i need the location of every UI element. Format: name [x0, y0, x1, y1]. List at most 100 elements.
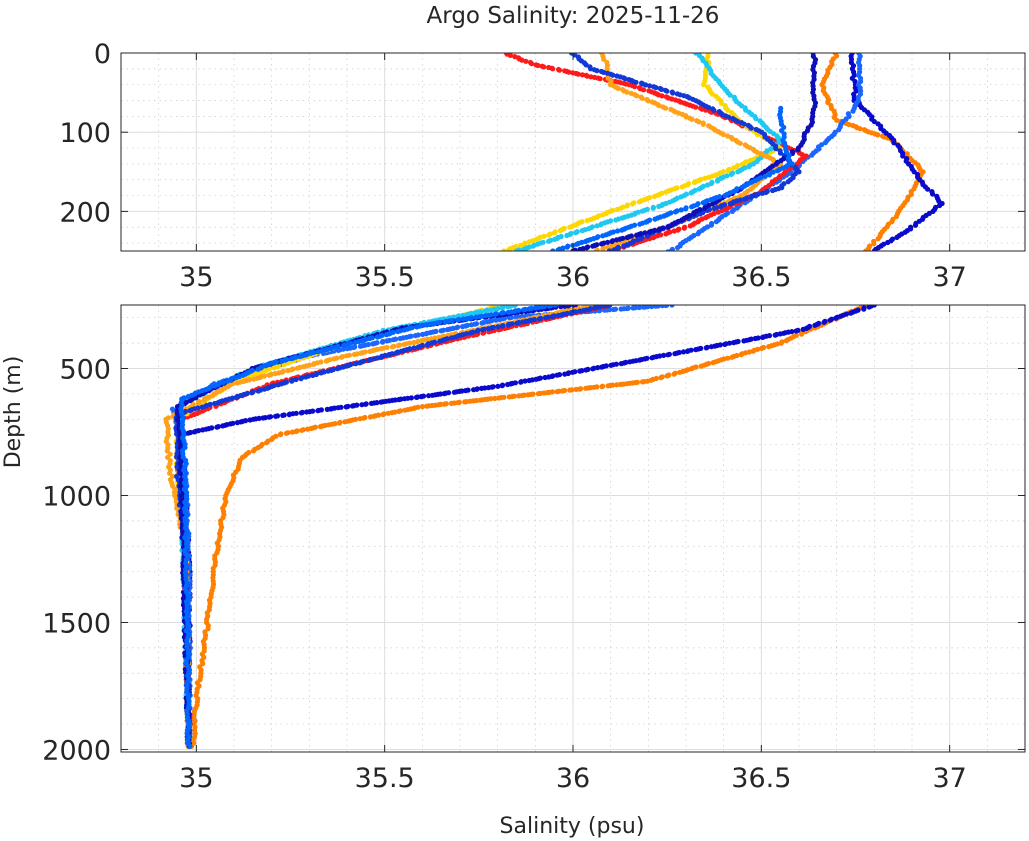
- data-point: [592, 305, 598, 311]
- data-point: [342, 419, 348, 425]
- data-point: [725, 167, 731, 174]
- data-point: [575, 71, 581, 77]
- data-point: [672, 351, 678, 357]
- data-point: [710, 201, 716, 207]
- data-point: [720, 131, 727, 138]
- data-point: [471, 387, 477, 393]
- data-point: [696, 119, 702, 125]
- x-tick-label: 37: [932, 763, 966, 794]
- data-point: [624, 234, 630, 241]
- data-point: [846, 121, 852, 128]
- data-point: [566, 69, 572, 75]
- data-point: [747, 157, 753, 164]
- data-point: [624, 89, 630, 95]
- data-point: [343, 353, 350, 359]
- data-point: [220, 379, 226, 385]
- data-point: [460, 316, 467, 322]
- data-point: [205, 626, 211, 632]
- data-point: [606, 248, 612, 251]
- data-point: [512, 305, 518, 309]
- data-point: [615, 85, 621, 91]
- data-point: [499, 305, 505, 311]
- data-point: [428, 336, 434, 342]
- data-point: [249, 390, 255, 396]
- data-point: [729, 354, 735, 360]
- data-point: [395, 343, 402, 349]
- data-point: [506, 394, 512, 400]
- data-point: [683, 206, 689, 212]
- y-tick-label: 1500: [42, 608, 111, 639]
- data-point: [370, 341, 376, 347]
- data-point: [569, 369, 576, 375]
- data-point: [594, 223, 600, 229]
- data-point: [777, 150, 784, 156]
- data-point: [659, 305, 665, 309]
- data-point: [722, 341, 728, 347]
- data-point: [286, 412, 292, 418]
- data-point: [663, 105, 669, 111]
- data-point: [199, 404, 205, 410]
- data-point: [311, 361, 317, 367]
- y-axis-label: Depth (m): [1, 356, 26, 469]
- data-point: [634, 232, 640, 238]
- data-point: [507, 53, 513, 58]
- data-point: [706, 174, 712, 180]
- data-point: [420, 331, 426, 337]
- data-point: [393, 350, 399, 356]
- data-point: [304, 409, 310, 415]
- data-point: [445, 327, 451, 333]
- data-point: [800, 326, 806, 332]
- data-point: [834, 117, 840, 123]
- data-point: [550, 66, 556, 72]
- data-point: [233, 375, 239, 381]
- data-point: [341, 342, 347, 349]
- data-point: [514, 320, 520, 326]
- data-point: [610, 72, 616, 78]
- data-point: [848, 310, 854, 316]
- data-point: [255, 388, 261, 394]
- data-point: [280, 412, 286, 418]
- data-point: [658, 375, 664, 381]
- upper-axes: 35 35.5 36 36.5 37 0 100 200: [59, 39, 1026, 293]
- data-point: [713, 219, 720, 225]
- data-point: [419, 404, 425, 410]
- data-point: [633, 79, 639, 85]
- data-point: [495, 324, 501, 330]
- data-point: [709, 91, 715, 97]
- data-point: [505, 309, 511, 315]
- data-point: [262, 368, 268, 374]
- data-point: [275, 382, 281, 388]
- data-point: [600, 246, 606, 251]
- data-point: [770, 187, 776, 194]
- data-point: [325, 368, 331, 374]
- data-point: [564, 232, 570, 239]
- data-point: [449, 335, 455, 341]
- data-point: [499, 323, 505, 329]
- data-point: [711, 107, 717, 113]
- data-point: [451, 389, 457, 395]
- data-point: [357, 416, 363, 422]
- data-point: [678, 207, 684, 213]
- data-point: [789, 161, 795, 167]
- data-point: [496, 395, 502, 401]
- data-point: [554, 372, 560, 378]
- data-point: [773, 145, 779, 152]
- data-point: [822, 140, 829, 146]
- data-point: [750, 348, 756, 354]
- data-point: [630, 305, 636, 311]
- data-point: [562, 371, 568, 377]
- data-point: [289, 429, 295, 435]
- data-point: [590, 243, 596, 249]
- data-point: [334, 366, 341, 372]
- data-point: [691, 179, 698, 186]
- data-point: [529, 61, 535, 67]
- data-point: [389, 344, 395, 350]
- data-point: [506, 247, 512, 251]
- data-point: [700, 200, 706, 206]
- data-point: [715, 178, 721, 184]
- data-point: [599, 384, 605, 390]
- data-point: [555, 247, 561, 251]
- data-point: [649, 305, 655, 310]
- data-point: [703, 345, 709, 351]
- data-point: [775, 168, 781, 174]
